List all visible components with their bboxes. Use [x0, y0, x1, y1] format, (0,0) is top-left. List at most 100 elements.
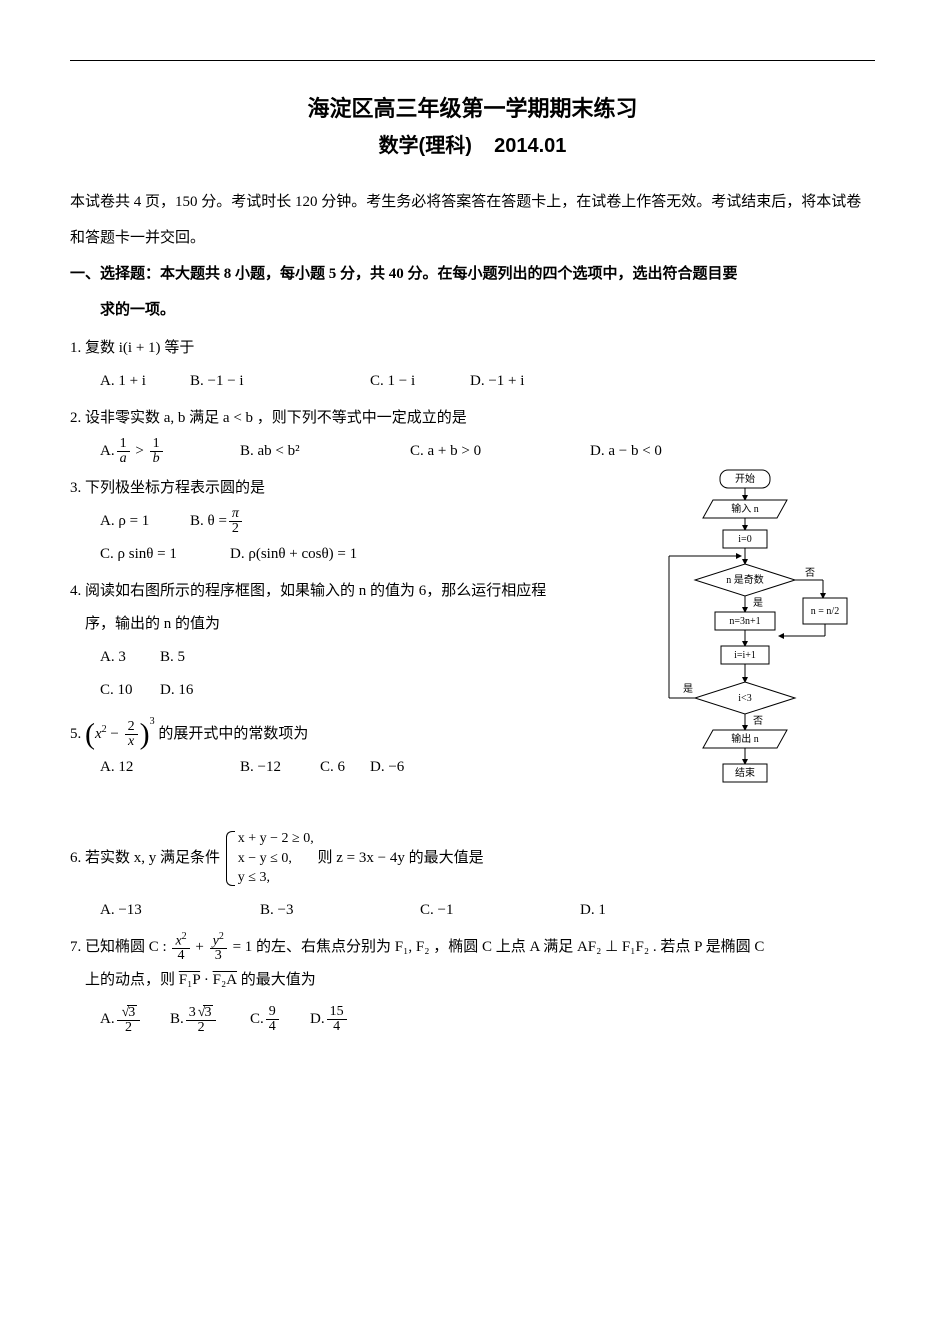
flow-yes-1: 是: [753, 597, 763, 609]
q7-frac-y23: y23: [210, 932, 227, 964]
q6-stem-post: 则 z = 3x − 4y 的最大值是: [318, 850, 484, 866]
q7-opt-d: D. 154: [310, 1003, 349, 1036]
flow-odd-proc: n=3n+1: [729, 616, 760, 627]
q1-opt-d: D. −1 + i: [470, 365, 524, 398]
q5-opt-a: A. 12: [100, 751, 240, 784]
q5-frac-2x: 2x: [125, 720, 138, 749]
q6-sys-3: y ≤ 3,: [238, 868, 314, 888]
q7-vec-f2a: F₂A: [213, 972, 237, 988]
q3-frac-pi2: π2: [229, 507, 242, 536]
flow-no-1: 否: [805, 567, 815, 579]
flow-yes-2: 是: [683, 683, 693, 695]
q7-frac-x24: x24: [172, 932, 189, 964]
q2-frac-1a: 1a: [117, 437, 130, 466]
q4-opt-a: A. 3: [100, 641, 160, 674]
q5-stem-pre: 5.: [70, 726, 85, 742]
section-1-heading: 一、选择题：本大题共 8 小题，每小题 5 分，共 40 分。在每小题列出的四个…: [70, 256, 875, 328]
q1-opt-b: B. −1 − i: [190, 365, 370, 398]
q7-d-pre: D.: [310, 1003, 325, 1036]
q1-options: A. 1 + iB. −1 − iC. 1 − iD. −1 + i: [70, 365, 875, 398]
q6-opt-a: A. −13: [100, 894, 260, 927]
q7-vec-f1p: F₁P: [179, 972, 200, 988]
flow-no-2: 否: [753, 715, 763, 727]
q7-a-frac: 32: [117, 1005, 141, 1035]
page-title: 海淀区高三年级第一学期期末练习: [70, 91, 875, 126]
section-1-line1: 一、选择题：本大题共 8 小题，每小题 5 分，共 40 分。在每小题列出的四个…: [70, 266, 738, 282]
q2-opt-a: A. 1a > 1b: [100, 435, 240, 468]
q6-opt-c: C. −1: [420, 894, 580, 927]
q7-l2-pre: 上的动点，则: [85, 972, 179, 988]
q7-opt-c: C. 94: [250, 1003, 310, 1036]
q7-dot: ·: [200, 972, 213, 988]
q6-stem-pre: 6. 若实数 x, y 满足条件: [70, 850, 224, 866]
q6-opt-d: D. 1: [580, 894, 606, 927]
q2-frac-1b: 1b: [150, 437, 163, 466]
q5-opt-c: C. 6: [320, 751, 370, 784]
q7-b-pre: B.: [170, 1003, 184, 1036]
question-1: 1. 复数 i(i + 1) 等于 A. 1 + iB. −1 − iC. 1 …: [70, 332, 875, 398]
flow-even-proc: n = n/2: [811, 606, 839, 617]
subtitle-date: 2014.01: [494, 135, 566, 157]
q4-opt-c: C. 10: [100, 674, 160, 707]
q1-opt-c: C. 1 − i: [370, 365, 470, 398]
flow-inc: i=i+1: [734, 650, 756, 661]
q4-stem-l1: 4. 阅读如右图所示的程序框图，如果输入的 n 的值为 6，那么运行相应程: [70, 583, 546, 599]
q7-stem-pre: 7. 已知椭圆 C :: [70, 939, 170, 955]
q4-stem-l2: 序，输出的 n 的值为: [70, 616, 220, 632]
q7-d-frac: 154: [327, 1005, 347, 1034]
q4-opt-d: D. 16: [160, 674, 193, 707]
question-7: 7. 已知椭圆 C : x24 + y23 = 1 的左、右焦点分别为 F₁, …: [70, 931, 875, 1036]
q3-b-pre: B. θ =: [190, 505, 227, 538]
q5-stem-post: 的展开式中的常数项为: [155, 726, 309, 742]
q6-opt-b: B. −3: [260, 894, 420, 927]
q4-opt-b: B. 5: [160, 641, 185, 674]
q3-opt-a: A. ρ = 1: [100, 505, 190, 538]
flow-dec-odd: n 是奇数: [726, 573, 764, 586]
q6-sys-1: x + y − 2 ≥ 0,: [238, 829, 314, 849]
q1-opt-a: A. 1 + i: [100, 365, 190, 398]
q7-options: A. 32B. 332C. 94D. 154: [70, 1003, 875, 1036]
q2-opt-c: C. a + b > 0: [410, 435, 590, 468]
q3-opt-b: B. θ = π2: [190, 505, 340, 538]
flowchart-svg: 开始 输入 n i=0 n 是奇数 是 n=3n+1 否 n = n/2 i=i…: [645, 468, 875, 808]
section-1-line2: 求的一项。: [70, 292, 875, 328]
q1-stem-pre: 1. 复数: [70, 340, 119, 356]
q2-options: A. 1a > 1bB. ab < b²C. a + b > 0D. a − b…: [70, 435, 875, 468]
flow-input: 输入 n: [731, 502, 759, 515]
q7-opt-b: B. 332: [170, 1003, 250, 1036]
question-6: 6. 若实数 x, y 满足条件 x + y − 2 ≥ 0, x − y ≤ …: [70, 829, 875, 927]
q2-opt-d: D. a − b < 0: [590, 435, 662, 468]
q1-expr: i(i + 1): [119, 340, 161, 356]
q7-c-pre: C.: [250, 1003, 264, 1036]
q6-options: A. −13B. −3C. −1D. 1: [70, 894, 875, 927]
subtitle-subject: 数学(理科): [379, 135, 472, 157]
q6-sys-2: x − y ≤ 0,: [238, 849, 314, 869]
flow-output: 输出 n: [731, 732, 759, 745]
flow-dec-i: i<3: [738, 693, 751, 704]
q7-b-frac: 332: [186, 1005, 217, 1035]
q3-stem: 3. 下列极坐标方程表示圆的是: [70, 480, 265, 496]
q2-stem: 2. 设非零实数 a, b 满足 a < b ，则下列不等式中一定成立的是: [70, 410, 467, 426]
page-subtitle: 数学(理科) 2014.01: [70, 126, 875, 166]
q5-opt-b: B. −12: [240, 751, 320, 784]
q6-system: x + y − 2 ≥ 0, x − y ≤ 0, y ≤ 3,: [224, 829, 314, 888]
q2-a-pre: A.: [100, 435, 115, 468]
flow-init: i=0: [738, 534, 751, 545]
q3-opt-d: D. ρ(sinθ + cosθ) = 1: [230, 538, 357, 571]
q2-opt-b: B. ab < b²: [240, 435, 410, 468]
q3-opt-c: C. ρ sinθ = 1: [100, 538, 230, 571]
flow-start: 开始: [735, 472, 755, 485]
q7-l2-post: 的最大值为: [237, 972, 316, 988]
question-2: 2. 设非零实数 a, b 满足 a < b ，则下列不等式中一定成立的是 A.…: [70, 402, 875, 468]
q7-c-frac: 94: [266, 1005, 279, 1034]
q7-opt-a: A. 32: [100, 1003, 170, 1036]
q1-stem-post: 等于: [161, 340, 195, 356]
intro-text: 本试卷共 4 页，150 分。考试时长 120 分钟。考生务必将答案答在答题卡上…: [70, 184, 875, 256]
q7-line2: 上的动点，则 F₁P · F₂A 的最大值为: [70, 972, 316, 988]
q7-a-pre: A.: [100, 1003, 115, 1036]
q7-stem-mid: = 1 的左、右焦点分别为 F₁, F₂ ，椭圆 C 上点 A 满足 AF₂ ⊥…: [229, 939, 765, 955]
top-rule: [70, 60, 875, 61]
flow-end: 结束: [735, 766, 755, 779]
q5-opt-d: D. −6: [370, 751, 404, 784]
flowchart: 开始 输入 n i=0 n 是奇数 是 n=3n+1 否 n = n/2 i=i…: [645, 468, 875, 819]
